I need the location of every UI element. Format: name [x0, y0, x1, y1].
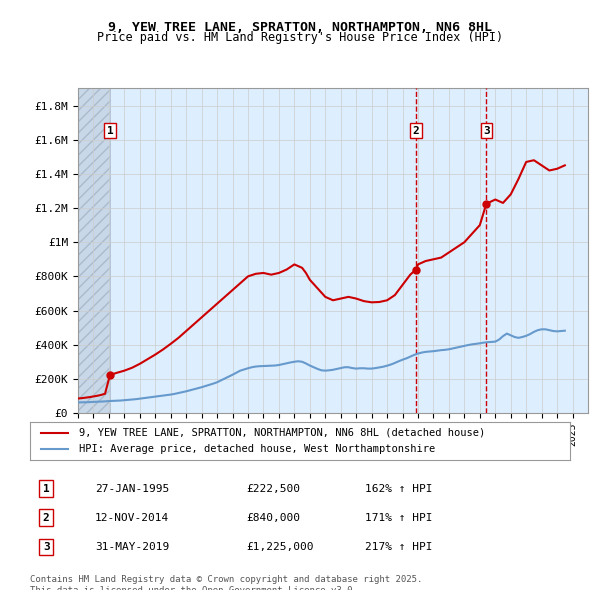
Text: 9, YEW TREE LANE, SPRATTON, NORTHAMPTON, NN6 8HL (detached house): 9, YEW TREE LANE, SPRATTON, NORTHAMPTON,…: [79, 428, 485, 438]
Text: 171% ↑ HPI: 171% ↑ HPI: [365, 513, 432, 523]
Text: 217% ↑ HPI: 217% ↑ HPI: [365, 542, 432, 552]
Text: 3: 3: [43, 542, 50, 552]
Text: 2: 2: [43, 513, 50, 523]
Text: £1,225,000: £1,225,000: [246, 542, 314, 552]
Text: 31-MAY-2019: 31-MAY-2019: [95, 542, 169, 552]
Text: Contains HM Land Registry data © Crown copyright and database right 2025.
This d: Contains HM Land Registry data © Crown c…: [30, 575, 422, 590]
Text: 27-JAN-1995: 27-JAN-1995: [95, 484, 169, 493]
Text: Price paid vs. HM Land Registry's House Price Index (HPI): Price paid vs. HM Land Registry's House …: [97, 31, 503, 44]
Text: 9, YEW TREE LANE, SPRATTON, NORTHAMPTON, NN6 8HL: 9, YEW TREE LANE, SPRATTON, NORTHAMPTON,…: [108, 21, 492, 34]
Text: 3: 3: [483, 126, 490, 136]
Text: HPI: Average price, detached house, West Northamptonshire: HPI: Average price, detached house, West…: [79, 444, 435, 454]
Text: 12-NOV-2014: 12-NOV-2014: [95, 513, 169, 523]
Bar: [78, 88, 110, 413]
Text: £840,000: £840,000: [246, 513, 300, 523]
Text: 1: 1: [107, 126, 113, 136]
Text: 162% ↑ HPI: 162% ↑ HPI: [365, 484, 432, 493]
Text: £222,500: £222,500: [246, 484, 300, 493]
Text: 1: 1: [43, 484, 50, 493]
Text: 2: 2: [413, 126, 419, 136]
